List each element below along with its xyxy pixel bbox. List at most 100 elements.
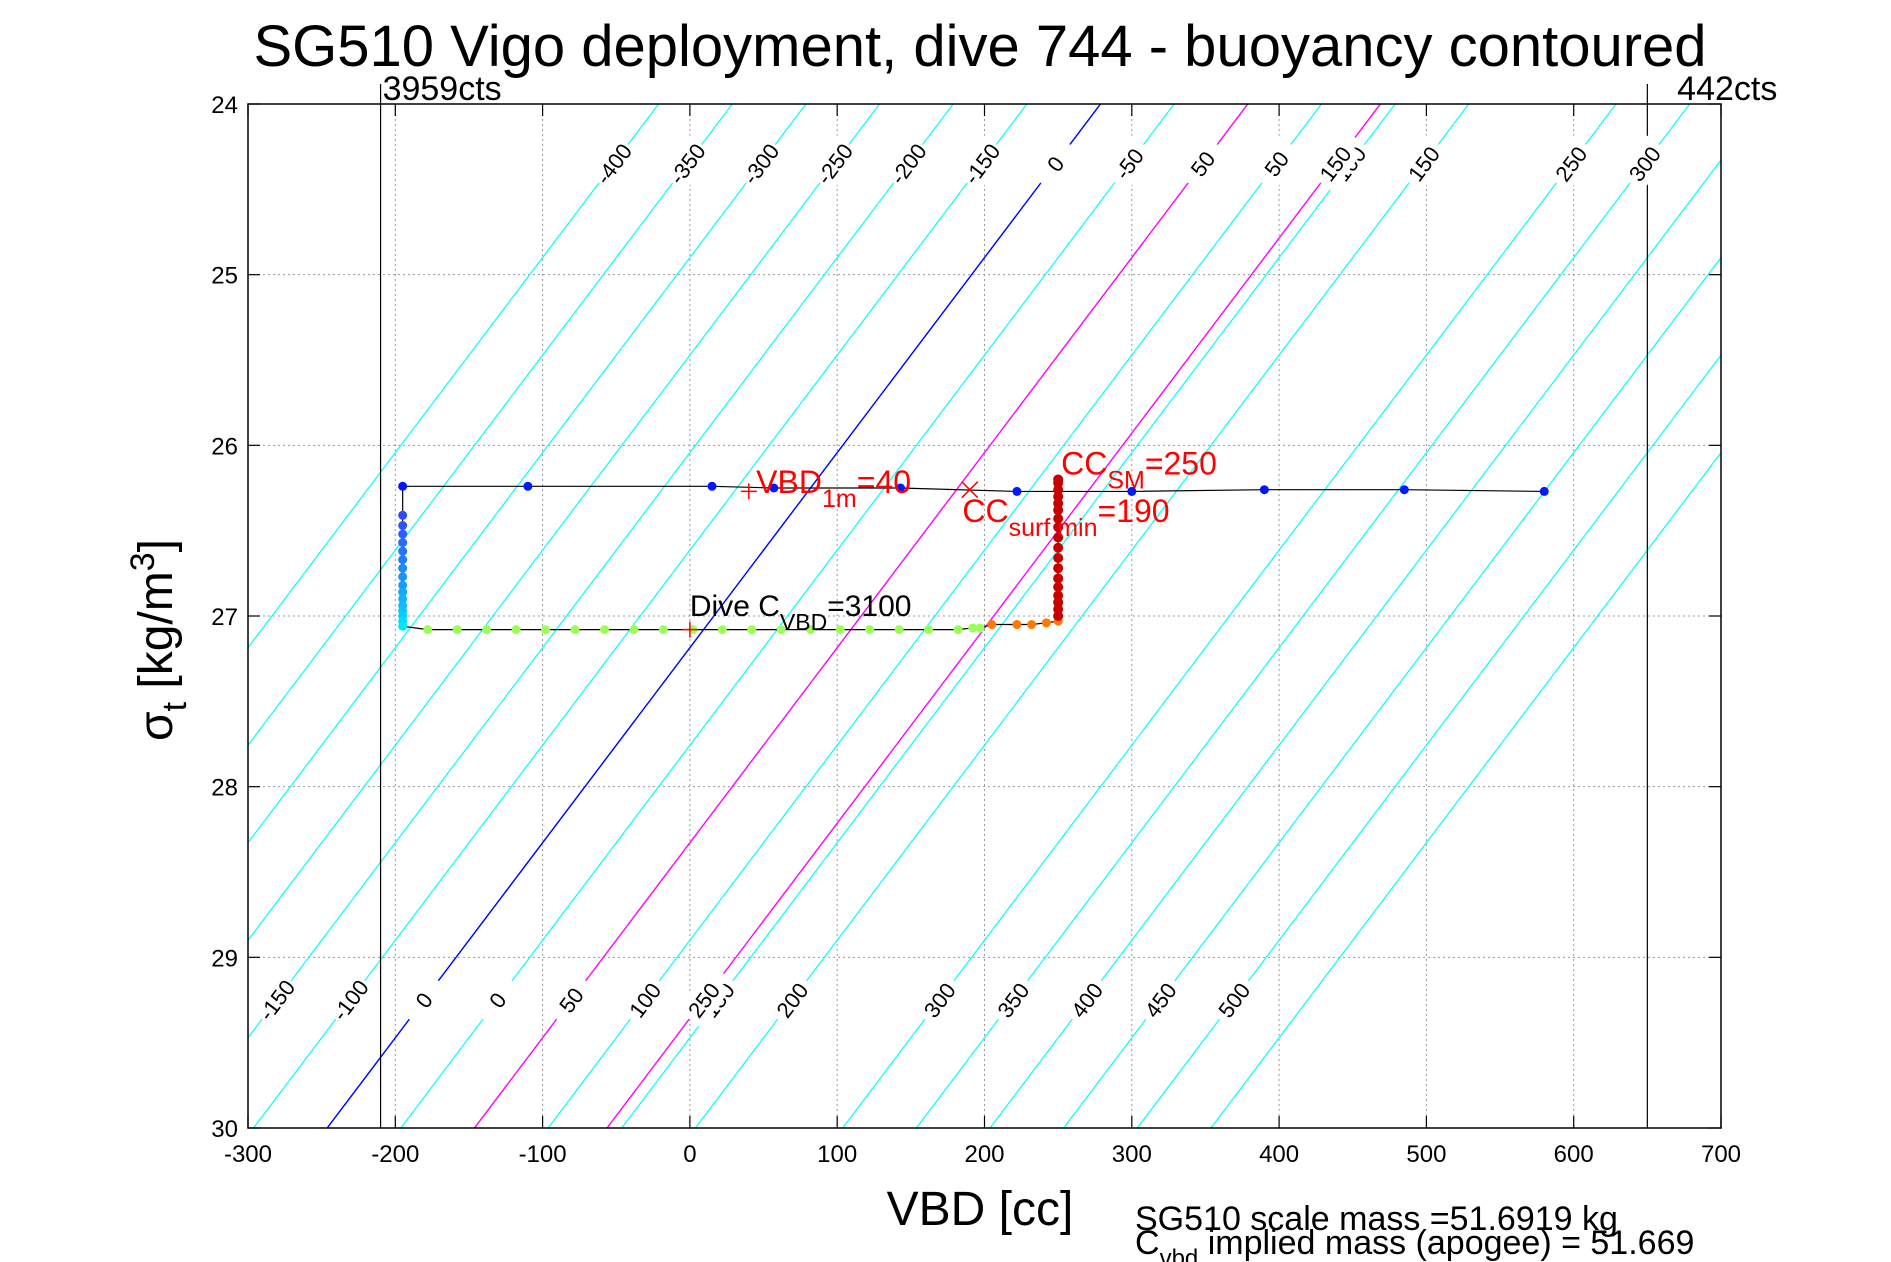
bottom-point [894, 625, 904, 635]
plus-marker [740, 483, 757, 500]
buoyancy-contour-line [989, 159, 1721, 1128]
contour-label-bg [734, 135, 788, 192]
y-tick-label: 29 [211, 945, 238, 972]
vbd-limit-label: 3959cts [383, 70, 502, 108]
y-tick-label: 30 [211, 1116, 238, 1143]
buoyancy-contour-line [248, 104, 881, 942]
annotation-subscript: VBD [780, 609, 827, 635]
ascent-point [1053, 522, 1064, 533]
contour-label-bg [1308, 135, 1362, 192]
contour-label-bg [955, 135, 1009, 192]
plus-marker [681, 621, 698, 638]
descent-point [398, 546, 408, 556]
surface-point [1399, 485, 1409, 495]
tick-layer: -300 -200 -100 0 100 200 300 400 500 600 700 24 25 26… [211, 92, 1741, 1168]
bottom-point [570, 625, 580, 635]
bottom-point [541, 625, 551, 635]
bottom-point [747, 625, 757, 635]
zero-buoyancy-contour [326, 104, 1102, 1128]
bottom-point [953, 625, 963, 635]
y-tick-label: 25 [211, 263, 238, 290]
buoyancy-contour-line [841, 104, 1617, 1128]
contour-label-bg [323, 971, 377, 1029]
turn-point [1041, 618, 1051, 628]
contour-label-bg [1176, 135, 1230, 192]
annotation-value: =3100 [827, 590, 911, 623]
descent-point [398, 538, 408, 548]
contour-label-bg [1618, 135, 1672, 192]
annotation-main: CC [1061, 445, 1107, 481]
footer-cvbd-subscript: vbd [1160, 1245, 1199, 1262]
turn-point [987, 620, 997, 630]
buoyancy-contour-line [248, 104, 807, 844]
contour-label-bg [677, 971, 731, 1029]
contour-label-bg [1397, 135, 1451, 192]
annotation-label: VBD1m=40 [756, 464, 911, 513]
vbd-limit-layer: 3959cts 442cts [379, 70, 1777, 1128]
ascent-point [1053, 573, 1064, 584]
descent-point [398, 580, 408, 590]
ascent-point [1053, 474, 1064, 485]
x-tick-label: 100 [817, 1141, 857, 1168]
x-tick-label: 200 [964, 1141, 1004, 1168]
vbd-limit-label: 442cts [1677, 70, 1777, 108]
contour-label-bg [660, 135, 714, 192]
bottom-point [423, 625, 433, 635]
contour-label-bg [1133, 971, 1187, 1029]
turn-point [1027, 620, 1037, 630]
y-axis-label-symbol: σ [130, 711, 183, 741]
ascent-point [1053, 581, 1064, 592]
footer-scale-mass: SG510 scale mass =51.6919 kg [1135, 1200, 1618, 1238]
contour-label-bg [1544, 135, 1598, 192]
x-tick-label: 600 [1554, 1141, 1594, 1168]
x-tick-label: 500 [1406, 1141, 1446, 1168]
surface-point [1539, 486, 1549, 496]
surface-point [1127, 486, 1137, 496]
bottom-point [975, 623, 985, 633]
x-tick-label: 300 [1112, 1141, 1152, 1168]
ascent-point [1053, 552, 1064, 563]
x-tick-label: -100 [519, 1141, 567, 1168]
surface-track-line [402, 485, 1545, 493]
descent-point [398, 572, 408, 582]
ascent-point [1053, 590, 1064, 601]
x-tick-label: -300 [224, 1141, 272, 1168]
footer-implied-mass: Cvbd implied mass (apogee) = 51.669 [1135, 1224, 1694, 1262]
y-tick-label: 26 [211, 433, 238, 460]
bottom-point [629, 625, 639, 635]
annotation-subscript: 1m [822, 485, 857, 513]
contour-label-bg [1060, 971, 1114, 1029]
x-tick-label: -200 [371, 1141, 419, 1168]
descent-point [398, 563, 408, 573]
cross-marker [961, 481, 979, 499]
point-layer [398, 474, 1549, 638]
y-tick-label: 27 [211, 604, 238, 631]
contour-label-bg [250, 971, 303, 1029]
bottom-point [924, 625, 934, 635]
y-axis-label: σt [kg/m3] [124, 539, 194, 741]
annotation-main: CC [962, 493, 1008, 529]
contour-label-bg [618, 971, 672, 1029]
y-axis-label-close: ] [130, 539, 183, 552]
ascent-point [1053, 563, 1064, 574]
buoyancy-contour-line [915, 104, 1691, 1128]
footer-implied-mass-text: implied mass (apogee) = 51.669 [1198, 1224, 1694, 1262]
contour-label-bg [1249, 135, 1303, 192]
bottom-point [658, 625, 668, 635]
buoyancy-contour-line [621, 104, 1396, 1128]
ascent-point [1053, 532, 1064, 543]
contour-label-bg [471, 971, 524, 1029]
bottom-point [806, 625, 816, 635]
chart-title: SG510 Vigo deployment, dive 744 - buoyan… [253, 14, 1706, 79]
contour-label-bg [765, 971, 819, 1029]
buoyancy-contour-line [1062, 256, 1721, 1128]
descent-point [398, 510, 408, 520]
bottom-point [511, 625, 521, 635]
surface-point [1012, 486, 1022, 496]
contour-label-bg [808, 135, 861, 192]
turn-point [1012, 620, 1022, 630]
contour-label-bg [1028, 135, 1082, 192]
y-axis-label-subscript: t [156, 701, 194, 711]
contour-label-layer: -400-350-300-250-200-150-150-100-100-50-… [250, 135, 1672, 1029]
surface-point [769, 483, 779, 493]
